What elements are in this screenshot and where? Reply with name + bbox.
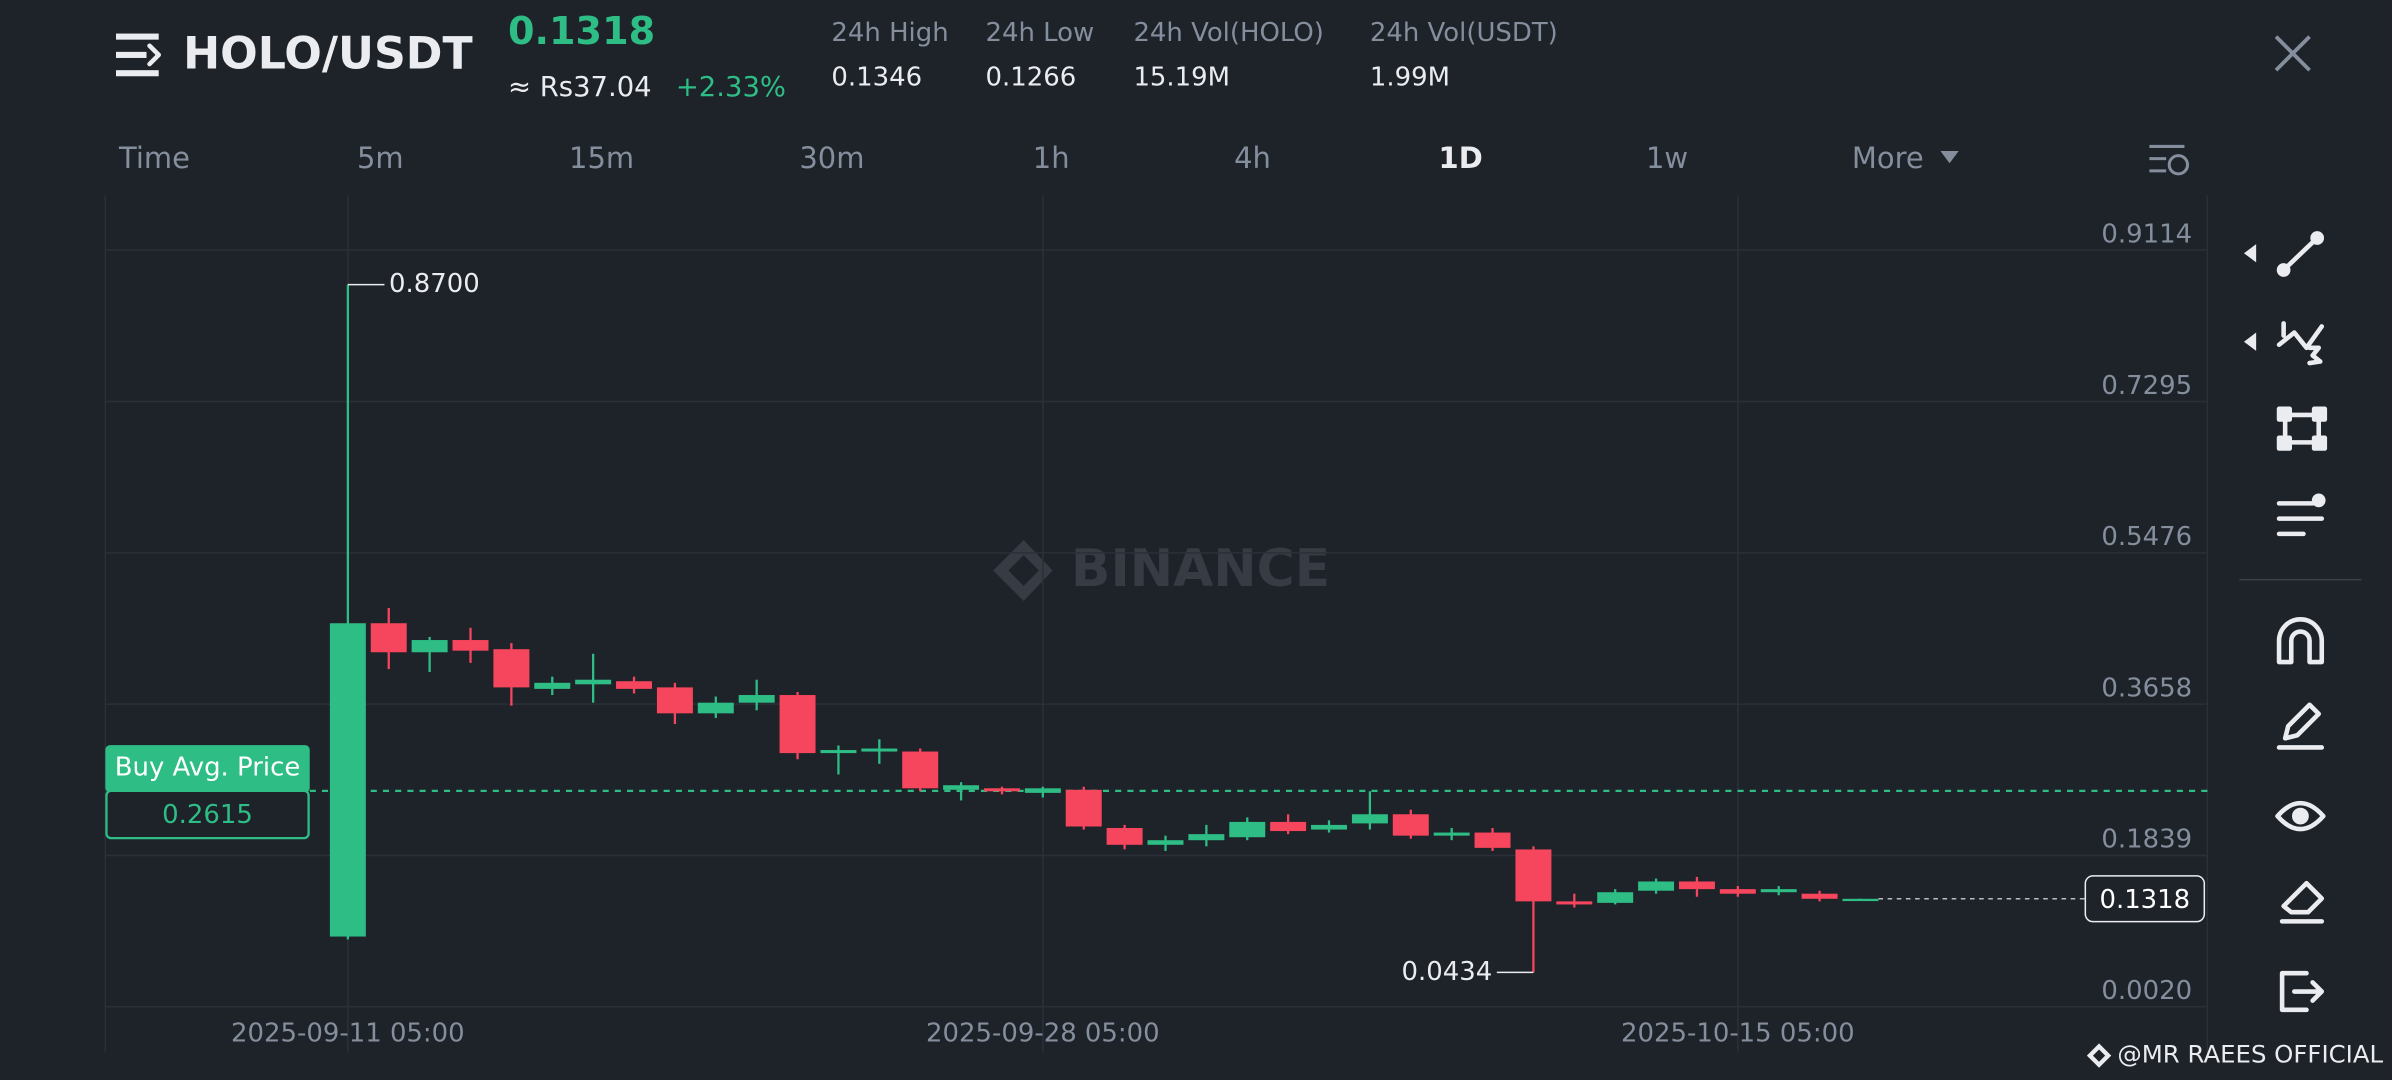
stat-label: 24h Low [985,18,1094,48]
candle-body [1597,892,1634,903]
shape-tool[interactable] [2276,406,2328,451]
candle-body [820,750,857,754]
y-tick-label: 0.0020 [2101,976,2192,1006]
candle-body [1801,893,1838,899]
stat-value: 1.99M [1370,62,1450,92]
candle-body [575,679,612,685]
watermark: BINANCE [993,539,1330,602]
exit-tool[interactable] [2279,970,2325,1013]
candle-body [1760,889,1797,893]
candle-body [616,681,653,689]
candle-body [1065,789,1102,827]
candle-body [452,640,489,651]
y-tick-label: 0.1839 [2101,825,2192,855]
candle-body [779,695,816,754]
candle-body [1147,840,1184,845]
candle-body [1188,834,1225,841]
candle-body [1106,827,1143,845]
min-label: 0.0434 [1402,957,1493,987]
stat-value: 0.1346 [831,62,922,92]
magnet-tool[interactable] [2276,617,2325,665]
tab[interactable]: 5m [357,141,404,175]
stat-label: 24h Vol(HOLO) [1133,18,1323,48]
y-tick-label: 0.5476 [2101,522,2192,552]
buy-avg-label: Buy Avg. Price [115,752,301,782]
candle-body [1638,881,1675,891]
candle-body [329,623,366,937]
pencil-tool[interactable] [2276,702,2325,750]
candle-body [534,682,571,689]
candle-body [1474,832,1511,848]
candle-body [1678,881,1715,890]
candle-body [902,751,939,789]
candle-body [1229,821,1266,838]
plot-area [104,195,2209,1053]
y-tick-label: 0.9114 [2101,219,2192,249]
expand-arrow[interactable] [2243,244,2257,263]
tab-active[interactable]: 1D [1439,141,1483,175]
stat-label: 24h High [831,18,948,48]
candle-body [943,785,980,790]
fib-tool[interactable] [2276,321,2325,366]
pair-title[interactable]: HOLO/USDT [183,28,473,79]
stat-value: 0.1266 [985,62,1076,92]
candle-body [656,687,693,714]
candle-body [493,649,530,688]
buy-avg-value-box [105,789,310,840]
candle-body [983,788,1020,792]
eraser-tool[interactable] [2279,880,2325,924]
x-tick-label: 2025-09-28 05:00 [926,1019,1160,1049]
candle-body [1433,832,1470,836]
last-price: 0.1318 [508,9,655,53]
candle-body [697,702,734,714]
x-tick-label: 2025-09-11 05:00 [231,1019,465,1049]
indicator-tool[interactable] [2276,493,2326,537]
y-tick-label: 0.7295 [2101,371,2192,401]
tab[interactable]: More [1852,141,1924,175]
tab[interactable]: 30m [799,141,864,175]
buy-avg-value: 0.2615 [162,800,253,830]
price-change: +2.33% [676,72,786,103]
candle-body [1556,901,1593,905]
fiat-price: ≈ Rs37.04 [508,72,652,103]
dropdown-arrow[interactable] [1940,151,1959,164]
stat-label: 24h Vol(USDT) [1370,18,1558,48]
tab[interactable]: Time [118,141,190,175]
close-button[interactable] [2274,35,2311,72]
toolbar [2239,231,2362,1013]
candle-body [1024,788,1061,793]
candle-body [411,640,448,653]
last-price-label: 0.1318 [2099,885,2190,915]
buy-avg-badge [105,745,310,793]
candle-body [1351,814,1388,824]
trend-line-tool[interactable] [2276,231,2325,277]
stat-value: 15.19M [1133,62,1230,92]
candle-body [1842,898,1879,902]
credit: @MR RAEES OFFICIAL [2117,1040,2383,1069]
candle-body [1719,889,1756,894]
last-price-box [2084,875,2206,923]
candle-body [738,695,775,703]
candle-body [1311,824,1348,830]
visibility-tool[interactable] [2275,800,2326,832]
candle-body [370,623,407,653]
max-label: 0.8700 [389,269,480,299]
tab[interactable]: 1w [1646,141,1688,175]
tab[interactable]: 1h [1033,141,1070,175]
x-tick-label: 2025-10-15 05:00 [1621,1019,1855,1049]
menu-icon[interactable] [116,33,162,77]
y-tick-label: 0.3658 [2101,673,2192,703]
tab[interactable]: 15m [569,141,634,175]
expand-arrow[interactable] [2243,332,2257,351]
candle-body [1270,821,1307,832]
candle-body [1515,849,1552,902]
tab[interactable]: 4h [1234,141,1271,175]
chart-settings-icon[interactable] [2149,144,2190,176]
watermark-text: BINANCE [1071,539,1330,599]
candle-body [861,748,898,752]
candle-body [1392,814,1429,836]
